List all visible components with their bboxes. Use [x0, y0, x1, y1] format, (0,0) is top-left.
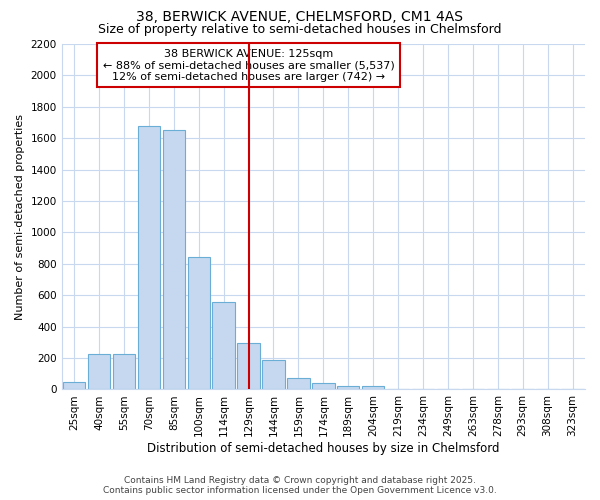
- X-axis label: Distribution of semi-detached houses by size in Chelmsford: Distribution of semi-detached houses by …: [147, 442, 500, 455]
- Bar: [287, 378, 310, 390]
- Bar: [362, 386, 385, 390]
- Bar: [163, 130, 185, 390]
- Bar: [312, 383, 335, 390]
- Bar: [212, 302, 235, 390]
- Bar: [262, 360, 285, 390]
- Text: 38, BERWICK AVENUE, CHELMSFORD, CM1 4AS: 38, BERWICK AVENUE, CHELMSFORD, CM1 4AS: [137, 10, 464, 24]
- Text: Contains HM Land Registry data © Crown copyright and database right 2025.
Contai: Contains HM Land Registry data © Crown c…: [103, 476, 497, 495]
- Bar: [337, 386, 359, 390]
- Bar: [63, 382, 85, 390]
- Bar: [137, 126, 160, 390]
- Y-axis label: Number of semi-detached properties: Number of semi-detached properties: [15, 114, 25, 320]
- Bar: [113, 354, 135, 390]
- Bar: [188, 257, 210, 390]
- Bar: [238, 343, 260, 390]
- Text: Size of property relative to semi-detached houses in Chelmsford: Size of property relative to semi-detach…: [98, 22, 502, 36]
- Bar: [88, 354, 110, 390]
- Text: 38 BERWICK AVENUE: 125sqm
← 88% of semi-detached houses are smaller (5,537)
12% : 38 BERWICK AVENUE: 125sqm ← 88% of semi-…: [103, 48, 394, 82]
